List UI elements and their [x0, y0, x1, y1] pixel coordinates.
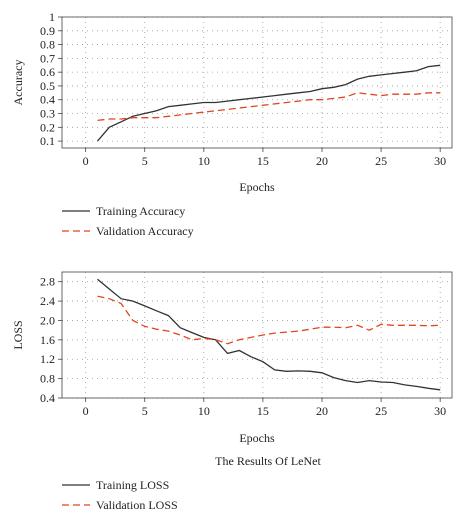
acc-y-tick-label: 0.8 [40, 38, 55, 52]
loss-y-tick-label: 1.2 [40, 352, 55, 366]
loss-x-tick-label: 5 [142, 404, 148, 418]
acc-x-tick-label: 5 [142, 154, 148, 168]
loss-x-tick-label: 30 [434, 404, 446, 418]
loss-x-tick-label: 20 [316, 404, 328, 418]
loss-y-tick-label: 2.8 [40, 275, 55, 289]
legend-label-training-loss: Training LOSS [96, 478, 169, 492]
acc-y-tick-label: 0.3 [40, 107, 55, 121]
accuracy-chart: 0 5 10 15 20 25 30 0.10.20.30.40.50.60.70.80.91… [11, 10, 453, 194]
acc-y-tick-label: 0.4 [40, 93, 55, 107]
accuracy-legend: Training Accuracy Validation Accuracy [62, 204, 194, 238]
legend-label-validation-accuracy: Validation Accuracy [96, 224, 194, 238]
acc-y-tick-label: 0.9 [40, 24, 55, 38]
acc-x-tick-label: 20 [316, 154, 328, 168]
loss-chart: 0 5 10 15 20 25 30 0.4 0.8 1.2 1.6 2.0 2.4 2.8 Epochs L… [11, 271, 453, 445]
figure-caption: The Results Of LeNet [215, 454, 321, 468]
loss-y-tick-label: 1.6 [40, 333, 55, 347]
acc-y-tick-label: 0.1 [40, 134, 55, 148]
acc-series-training-accuracy [97, 64, 441, 142]
acc-x-tick-label: 10 [198, 154, 210, 168]
acc-x-tick-label: 0 [83, 154, 89, 168]
loss-legend: Training LOSS Validation LOSS [62, 478, 178, 512]
loss-y-axis-label: LOSS [11, 320, 25, 349]
loss-x-tick-label: 15 [257, 404, 269, 418]
acc-y-tick-label: 0.6 [40, 65, 55, 79]
loss-y-tick-label: 0.8 [40, 372, 55, 386]
acc-y-tick-label: 1 [49, 10, 55, 24]
acc-x-axis-label: Epochs [239, 180, 275, 194]
acc-y-axis-label: Accuracy [11, 60, 25, 106]
acc-series-validation-accuracy [97, 92, 441, 122]
legend-label-training-accuracy: Training Accuracy [96, 204, 185, 218]
loss-x-tick-label: 25 [375, 404, 387, 418]
acc-x-tick-label: 25 [375, 154, 387, 168]
legend-label-validation-loss: Validation LOSS [96, 498, 178, 512]
acc-y-tick-label: 0.2 [40, 120, 55, 134]
acc-x-tick-label: 15 [257, 154, 269, 168]
loss-x-axis-label: Epochs [239, 431, 275, 445]
loss-y-tick-label: 2.4 [40, 294, 55, 308]
loss-series-training-loss [97, 278, 441, 391]
acc-y-tick-label: 0.7 [40, 51, 55, 65]
loss-x-tick-label: 10 [198, 404, 210, 418]
loss-y-tick-label: 2.0 [40, 313, 55, 327]
acc-plot-frame [61, 16, 453, 149]
acc-y-tick-label: 0.5 [40, 79, 55, 93]
loss-y-tick-label: 0.4 [40, 391, 55, 405]
loss-x-tick-label: 0 [83, 404, 89, 418]
loss-series-validation-loss [97, 295, 441, 345]
acc-x-tick-label: 30 [434, 154, 446, 168]
loss-plot-frame [61, 271, 453, 399]
